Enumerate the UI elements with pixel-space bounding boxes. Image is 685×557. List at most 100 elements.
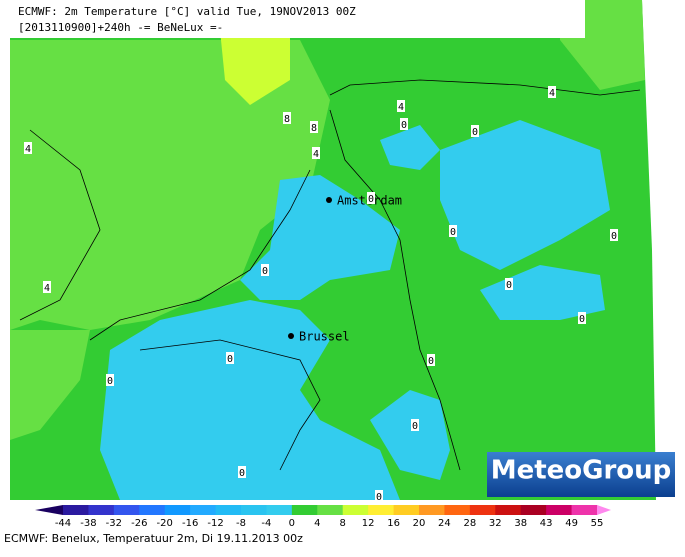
contour-label: 4 [313,149,319,160]
colorbar-label: -20 [157,518,173,529]
contour-label-box [106,374,114,386]
colorbar-segment [291,505,318,515]
colorbar-label: 16 [387,518,400,529]
contour-label-box [367,192,375,204]
colorbar: -44 -38 -32 -26 -20 -16 -12 -8 -4 0 4 8 12 16 20 24 28 32… [35,505,611,529]
contour-label: 8 [311,123,317,134]
contour-label-box [397,100,405,112]
cold-region [440,120,610,270]
border [329,109,461,471]
contour-label-box [226,352,234,364]
logo: MeteoGroup [491,456,672,486]
colorbar-segment [546,505,573,515]
colorbar-end [597,505,611,515]
contour-label: 0 [262,266,268,277]
contour-label: 4 [549,88,555,99]
colorbar-segment [495,505,522,515]
colorbar-label: 32 [489,518,502,529]
header-line: ECMWF: 2m Temperature [°C] valid Tue, 19… [18,5,356,18]
colorbar-label: -38 [80,518,96,529]
contour-label-box [310,121,318,133]
colorbar-segment [342,505,369,515]
contour-label: 0 [107,376,113,387]
colorbar-label: 8 [340,518,346,529]
contour-label: 0 [412,421,418,432]
colorbar-end [35,505,63,515]
border [139,339,321,471]
logo-box [487,452,675,497]
coastline [329,79,641,96]
contour-label-box [375,490,383,502]
contour-label-box [43,281,51,293]
contour-label-box [261,264,269,276]
colorbar-segment [419,505,445,515]
contour-label: 0 [472,127,478,138]
colorbar-label: -8 [236,518,246,529]
land-region [10,330,90,440]
colorbar-segment [139,505,166,515]
contour-label-box [548,86,556,98]
colorbar-segment [113,505,140,515]
colorbar-label: -26 [131,518,147,529]
contour-label: 0 [450,227,456,238]
colorbar-segment [241,505,267,515]
colorbar-label: 28 [463,518,476,529]
contour-label-box [505,278,513,290]
colorbar-label: 38 [514,518,527,529]
contour-label: 4 [25,144,31,155]
contour-label: 8 [284,114,290,125]
colorbar-label: 4 [314,518,320,529]
contour-label: 0 [611,231,617,242]
colorbar-label: -4 [261,518,271,529]
contour-label: 4 [398,102,404,113]
coastline [19,129,101,321]
colorbar-segment [571,505,598,515]
contour-label-box [24,142,32,154]
footer: ECMWF: Benelux, Temperatuur 2m, Di 19.11… [4,532,303,545]
contour-label-box [400,118,408,130]
contour-label: 0 [227,354,233,365]
colorbar-label: -32 [106,518,122,529]
header-box [0,0,585,38]
colorbar-segment [368,505,395,515]
contour-label-box [238,466,246,478]
contour-label: 0 [428,356,434,367]
cold-region [100,300,400,500]
coastline [89,169,311,341]
contour-label: 4 [44,283,50,294]
header-line: [2013110900]+240h -= BeNeLux =- [18,21,223,34]
contour-label-box [471,125,479,137]
contour-label-box [449,225,457,237]
cold-region [380,125,440,170]
colorbar-label: -44 [55,518,71,529]
colorbar-label: -16 [182,518,198,529]
colorbar-segment [444,505,471,515]
sea-region [10,40,330,330]
colorbar-label: 24 [438,518,451,529]
contour-label: 0 [579,314,585,325]
colorbar-segment [190,505,217,515]
contour-label: 0 [239,468,245,479]
colorbar-segment [393,505,420,515]
contour-label: 0 [401,120,407,131]
colorbar-segment [88,505,115,515]
colorbar-label: 49 [565,518,578,529]
contour-label: 0 [376,492,382,503]
colorbar-segment [215,505,242,515]
colorbar-label: 12 [362,518,375,529]
city-dot [288,333,294,339]
colorbar-segment [63,505,89,515]
colorbar-label: 0 [289,518,295,529]
colorbar-segment [520,505,547,515]
contour-label: 0 [368,194,374,205]
cold-region [370,390,450,480]
contour-label: 0 [506,280,512,291]
contour-label-box [312,147,320,159]
colorbar-label: -12 [207,518,223,529]
colorbar-label: 55 [591,518,604,529]
contour-label-box [610,229,618,241]
cold-region [240,175,400,300]
colorbar-segment [469,505,496,515]
contour-label-box [427,354,435,366]
